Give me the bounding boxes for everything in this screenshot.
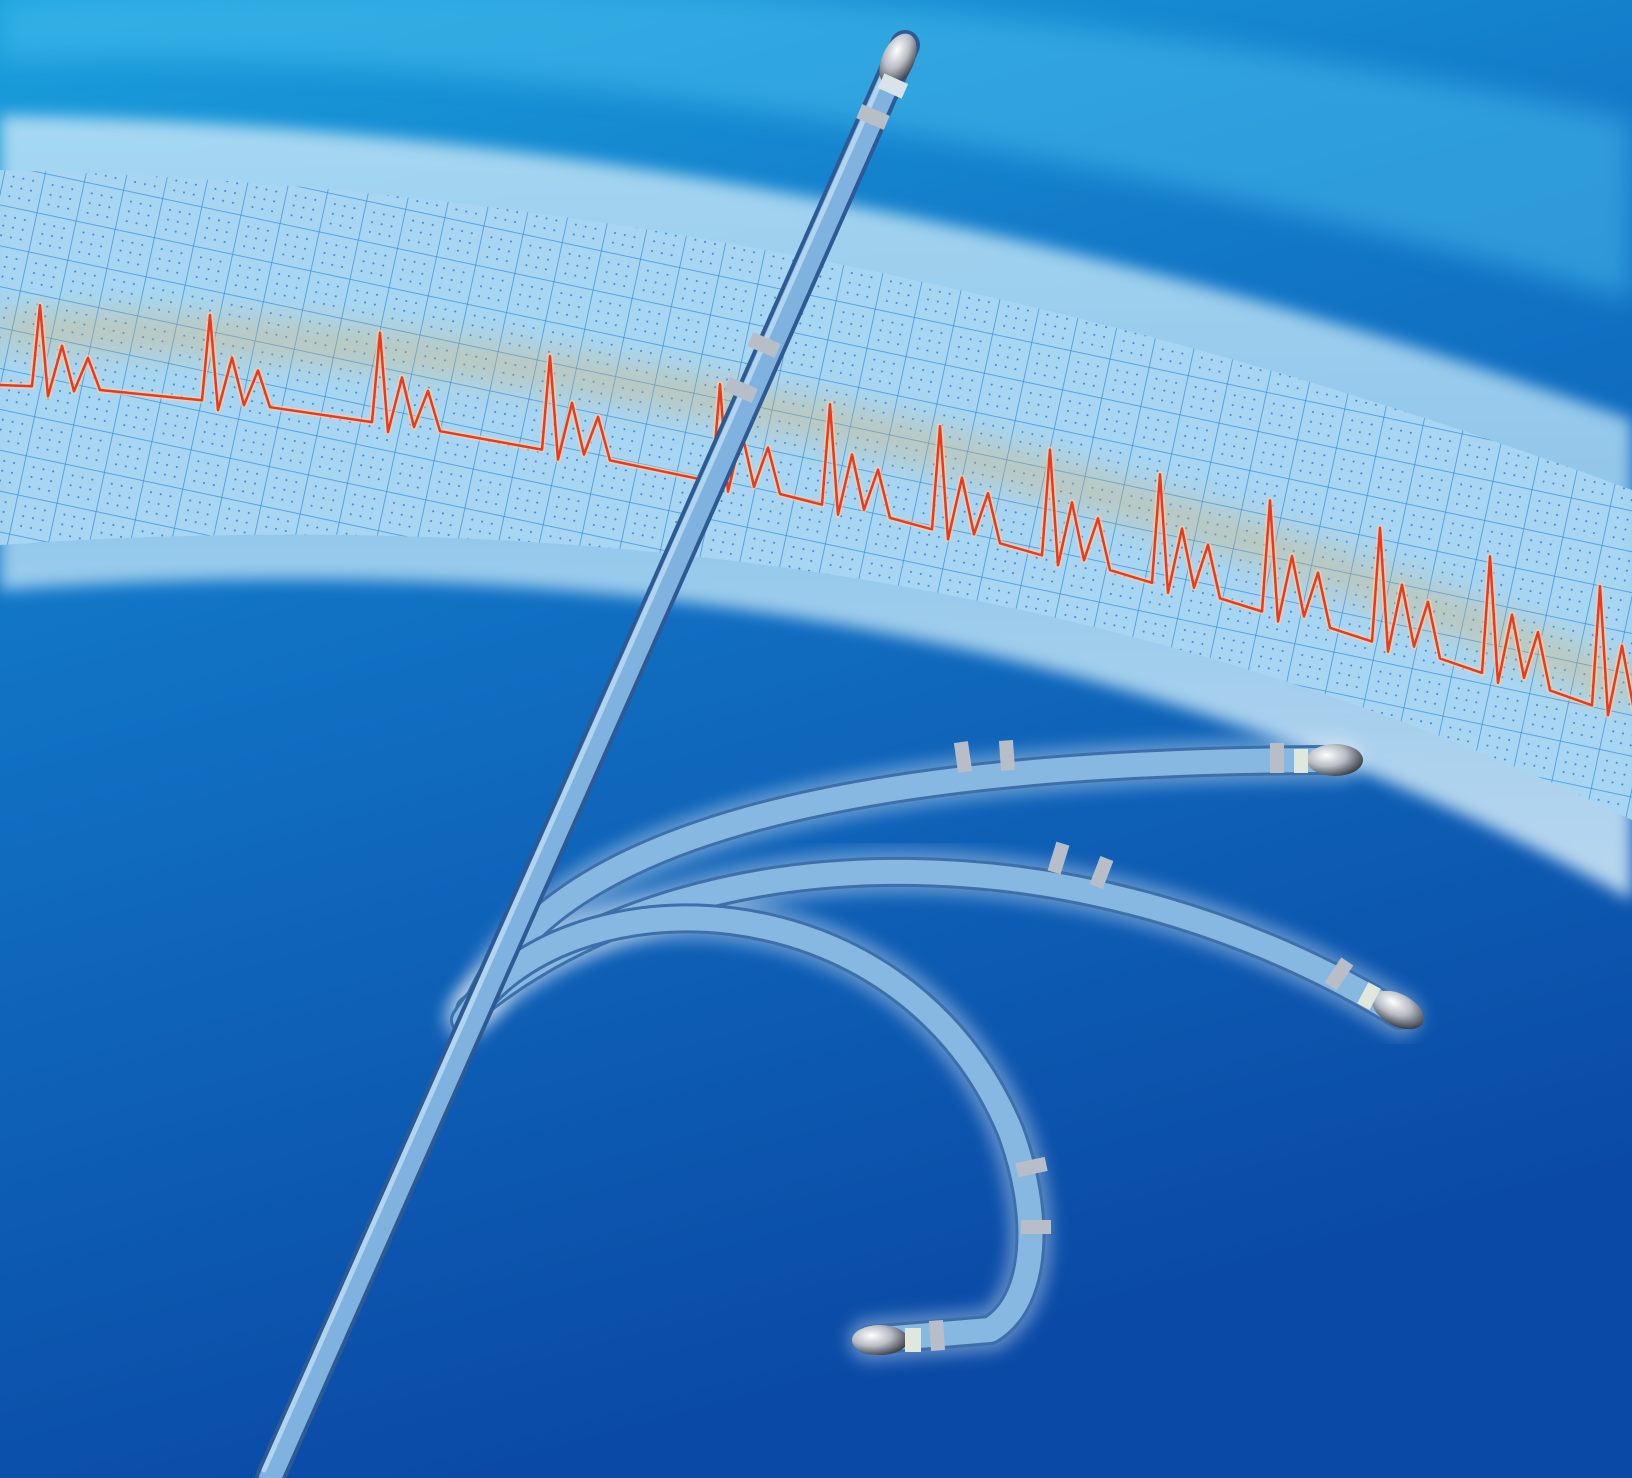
ecg-trace-group (0, 302, 1632, 719)
electrode (1324, 957, 1354, 991)
electrode (724, 377, 758, 403)
tip-collar (1294, 749, 1308, 773)
catheters (255, 30, 1422, 1478)
catheter-main (259, 34, 916, 1478)
electrode (1047, 841, 1070, 875)
catheter-tip (852, 1325, 908, 1355)
electrode (953, 741, 973, 773)
electrode (1089, 855, 1114, 890)
catheter-tip (1307, 744, 1363, 776)
light-streak (0, 0, 1632, 300)
electrodes (724, 104, 1354, 1351)
ecg-trace (0, 304, 1632, 717)
tip-collar (877, 73, 909, 99)
tip-collar (905, 1328, 921, 1352)
catheter-tip (1372, 990, 1424, 1030)
catheter-tip (879, 33, 917, 87)
tips (852, 33, 1424, 1355)
electrode (928, 1320, 946, 1351)
electrode (1015, 1156, 1048, 1178)
tip-collar (1357, 982, 1381, 1010)
catheter-branch (453, 906, 1043, 1352)
electrode (998, 740, 1016, 771)
catheter-branch (468, 748, 1352, 1012)
electrode (856, 104, 890, 130)
electrode (747, 332, 781, 358)
catheter-highlight (261, 37, 902, 1473)
